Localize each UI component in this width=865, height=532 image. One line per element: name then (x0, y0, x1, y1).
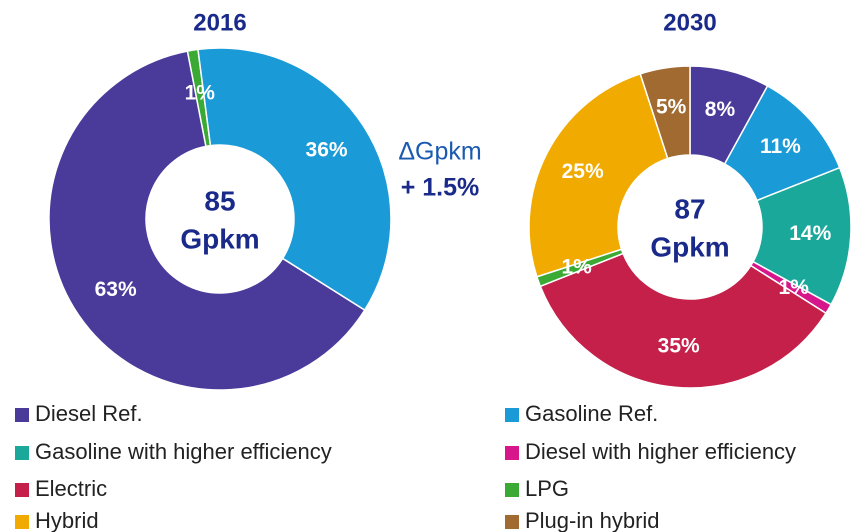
slice-label: 11% (760, 135, 801, 158)
pie-slice (752, 166, 852, 306)
legend-swatch (15, 483, 29, 497)
slice-label: 8% (705, 98, 736, 121)
legend-swatch (15, 446, 29, 460)
center-unit: Gpkm (180, 223, 259, 254)
slice-label: 25% (562, 160, 604, 183)
annotation-value: + 1.5% (401, 174, 480, 202)
legend-label: Diesel Ref. (35, 401, 143, 426)
center-value: 87 (674, 193, 705, 224)
legend-swatch (505, 446, 519, 460)
pie-title: 2030 (663, 9, 716, 36)
pie-slice (48, 50, 366, 391)
legend-label: Diesel with higher efficiency (525, 439, 796, 464)
center-unit: Gpkm (650, 231, 729, 262)
pie-slice (197, 47, 392, 312)
pie-slice (639, 65, 691, 160)
legend-swatch (505, 408, 519, 422)
legend-swatch (505, 515, 519, 529)
annotation-label: ΔGpkm (398, 138, 481, 166)
legend-label: Gasoline with higher efficiency (35, 439, 332, 464)
legend-swatch (505, 483, 519, 497)
slice-label: 35% (658, 335, 700, 358)
slice-label: 1% (185, 82, 216, 105)
slice-label: 1% (779, 276, 810, 299)
slice-label: 36% (306, 138, 348, 161)
pie-title: 2016 (193, 9, 246, 36)
slice-label: 1% (561, 255, 592, 278)
legend-label: Plug-in hybrid (525, 508, 660, 532)
pie-slice (528, 72, 669, 278)
slice-label: 5% (656, 96, 687, 119)
slice-label: 63% (95, 278, 137, 301)
legend-label: Electric (35, 476, 107, 501)
slice-label: 14% (789, 222, 831, 245)
legend-label: Gasoline Ref. (525, 401, 658, 426)
pie-slice (539, 252, 827, 389)
legend-label: Hybrid (35, 508, 99, 532)
legend-swatch (15, 515, 29, 529)
legend-swatch (15, 408, 29, 422)
legend-label: LPG (525, 476, 569, 501)
center-value: 85 (204, 185, 235, 216)
